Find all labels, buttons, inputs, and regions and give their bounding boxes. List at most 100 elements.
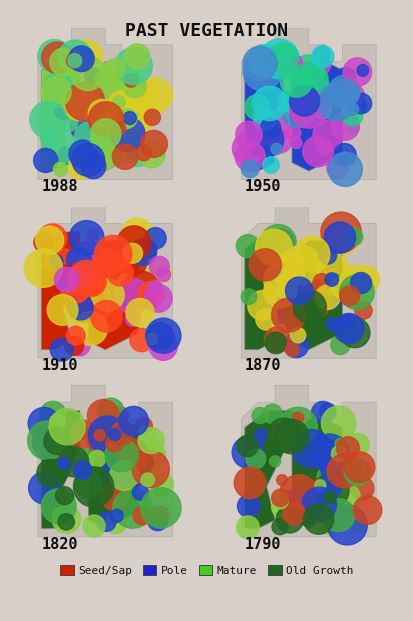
Circle shape: [271, 489, 288, 507]
Text: 1820: 1820: [41, 537, 78, 551]
Circle shape: [138, 240, 157, 258]
Circle shape: [326, 454, 360, 487]
Circle shape: [89, 450, 105, 467]
Circle shape: [269, 268, 287, 285]
Circle shape: [322, 274, 344, 296]
Circle shape: [117, 109, 137, 128]
Polygon shape: [291, 240, 342, 350]
Circle shape: [70, 264, 93, 287]
Circle shape: [37, 460, 64, 487]
Polygon shape: [38, 28, 172, 179]
Circle shape: [323, 222, 355, 253]
Circle shape: [330, 278, 351, 297]
Circle shape: [90, 138, 102, 150]
Circle shape: [294, 284, 330, 320]
Circle shape: [55, 104, 70, 119]
Circle shape: [289, 101, 307, 119]
Text: 1870: 1870: [244, 358, 281, 373]
Text: 1910: 1910: [41, 358, 78, 373]
Circle shape: [112, 144, 138, 170]
Circle shape: [111, 421, 134, 445]
Circle shape: [144, 109, 160, 125]
Circle shape: [107, 71, 140, 105]
Circle shape: [317, 475, 341, 499]
Circle shape: [234, 467, 265, 499]
Circle shape: [76, 266, 106, 296]
Circle shape: [260, 118, 280, 138]
Circle shape: [64, 337, 83, 355]
Polygon shape: [41, 410, 80, 528]
Circle shape: [132, 450, 169, 487]
Circle shape: [105, 514, 126, 533]
Circle shape: [245, 449, 265, 469]
Circle shape: [125, 311, 140, 327]
Circle shape: [303, 504, 333, 534]
Circle shape: [273, 411, 301, 438]
Circle shape: [334, 438, 344, 449]
Circle shape: [281, 245, 320, 285]
Circle shape: [81, 153, 106, 179]
Circle shape: [232, 133, 263, 164]
Circle shape: [342, 58, 371, 86]
Circle shape: [336, 437, 358, 460]
Circle shape: [95, 73, 107, 85]
Circle shape: [114, 278, 150, 314]
Circle shape: [319, 403, 335, 420]
Circle shape: [247, 291, 277, 320]
Circle shape: [87, 424, 118, 455]
Circle shape: [130, 329, 153, 351]
Circle shape: [135, 145, 151, 161]
Polygon shape: [38, 207, 172, 358]
Circle shape: [280, 91, 316, 127]
Circle shape: [121, 218, 153, 250]
Circle shape: [69, 140, 97, 168]
Circle shape: [110, 117, 145, 152]
Circle shape: [237, 495, 260, 517]
Circle shape: [342, 106, 362, 126]
Circle shape: [69, 335, 90, 356]
Circle shape: [330, 483, 359, 512]
Circle shape: [40, 129, 59, 147]
Circle shape: [138, 282, 164, 308]
Circle shape: [54, 267, 78, 292]
Circle shape: [119, 406, 148, 436]
Circle shape: [126, 80, 159, 113]
Circle shape: [106, 435, 122, 452]
Circle shape: [350, 98, 366, 114]
Circle shape: [135, 417, 152, 434]
Text: PAST VEGETATION: PAST VEGETATION: [125, 22, 288, 40]
Circle shape: [311, 45, 333, 68]
Circle shape: [308, 426, 335, 454]
Circle shape: [354, 302, 371, 319]
Circle shape: [280, 65, 312, 97]
Circle shape: [320, 406, 355, 440]
Circle shape: [346, 104, 358, 115]
Circle shape: [336, 68, 355, 87]
Circle shape: [276, 474, 287, 486]
Circle shape: [127, 145, 149, 166]
Circle shape: [42, 71, 81, 111]
Circle shape: [322, 245, 333, 256]
Circle shape: [110, 509, 123, 522]
Circle shape: [149, 256, 169, 276]
Circle shape: [122, 461, 143, 482]
Legend: Seed/Sap, Pole, Mature, Old Growth: Seed/Sap, Pole, Mature, Old Growth: [56, 561, 357, 581]
Circle shape: [157, 268, 170, 281]
Circle shape: [246, 121, 283, 158]
Circle shape: [123, 75, 146, 98]
Circle shape: [264, 332, 286, 354]
Circle shape: [270, 424, 289, 442]
Circle shape: [252, 407, 268, 424]
Circle shape: [73, 311, 107, 345]
Circle shape: [266, 229, 293, 256]
Circle shape: [66, 283, 106, 323]
Circle shape: [68, 54, 81, 68]
Polygon shape: [291, 61, 342, 171]
Circle shape: [69, 40, 102, 73]
Circle shape: [140, 130, 167, 157]
Circle shape: [260, 93, 271, 104]
Circle shape: [277, 91, 298, 112]
Circle shape: [28, 472, 61, 504]
Circle shape: [242, 52, 281, 91]
Circle shape: [36, 226, 64, 255]
